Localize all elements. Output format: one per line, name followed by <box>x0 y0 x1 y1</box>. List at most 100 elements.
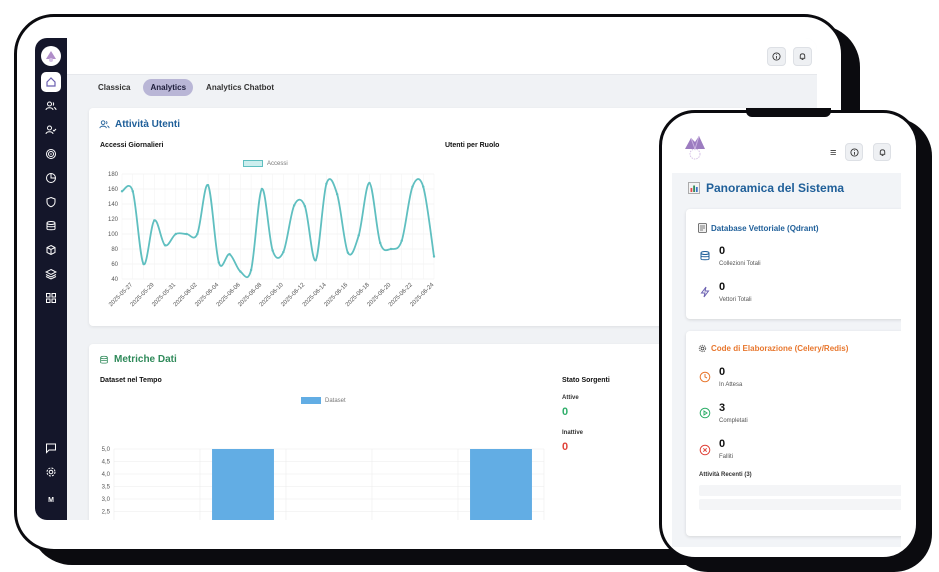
mobile-notifications-button[interactable] <box>873 143 891 161</box>
queues-card: Code di Elaborazione (Celery/Redis) 0 In… <box>686 331 901 536</box>
user-activity-title-text: Attività Utenti <box>115 119 180 130</box>
legend-swatch <box>301 397 321 404</box>
users-icon <box>99 120 110 129</box>
database-icon <box>700 251 710 261</box>
y-tick-label: 5,0 <box>102 447 111 453</box>
x-circle-icon <box>699 444 711 456</box>
daily-access-chart: 4060801001201401601802025-05-272025-05-2… <box>108 172 436 308</box>
data-point[interactable] <box>271 249 274 252</box>
y-tick-label: 120 <box>108 217 119 223</box>
data-point[interactable] <box>196 232 199 236</box>
data-point[interactable] <box>153 219 156 222</box>
home-icon <box>46 77 56 87</box>
sidebar-item-models[interactable] <box>41 240 61 260</box>
data-point[interactable] <box>185 232 188 236</box>
avatar[interactable]: M <box>48 496 54 504</box>
y-tick-label: 3,5 <box>102 485 111 491</box>
inactive-sources-label: Inattive <box>562 430 584 436</box>
bar[interactable] <box>470 449 532 520</box>
data-point[interactable] <box>249 268 253 272</box>
sidebar-item-security[interactable] <box>41 192 61 212</box>
data-point[interactable] <box>314 259 317 262</box>
system-overview-title-text: Panoramica del Sistema <box>706 181 845 195</box>
data-point[interactable] <box>174 232 177 236</box>
data-point[interactable] <box>292 204 296 207</box>
recent-activity-row[interactable] <box>699 499 901 510</box>
info-icon <box>849 147 859 157</box>
vectors-value: 0 <box>719 281 726 293</box>
data-point[interactable] <box>120 190 124 193</box>
sidebar-item-users[interactable] <box>41 96 61 116</box>
phone-notch <box>746 108 831 117</box>
data-point[interactable] <box>357 234 360 237</box>
bar-chart-icon <box>688 182 700 194</box>
users-icon <box>45 101 57 111</box>
sidebar-item-layers[interactable] <box>41 264 61 284</box>
topbar <box>67 38 817 75</box>
data-point[interactable] <box>389 247 393 251</box>
sidebar-item-home[interactable] <box>41 72 61 92</box>
sidebar-item-settings[interactable] <box>41 462 61 482</box>
data-point[interactable] <box>260 187 264 191</box>
sidebar-item-target[interactable] <box>41 144 61 164</box>
data-point[interactable] <box>379 241 382 245</box>
line-chart-legend: Accessi <box>243 160 288 167</box>
data-point[interactable] <box>368 181 371 185</box>
data-point[interactable] <box>131 190 134 193</box>
info-icon <box>772 52 781 61</box>
tab-analytics-chatbot[interactable]: Analytics Chatbot <box>206 82 275 92</box>
collections-value: 0 <box>719 245 726 257</box>
data-point[interactable] <box>282 250 285 254</box>
data-point[interactable] <box>400 239 403 242</box>
data-point[interactable] <box>346 251 350 254</box>
y-tick-label: 2,5 <box>102 510 111 516</box>
layers-icon <box>45 268 57 280</box>
hamburger-menu-icon[interactable]: ≡ <box>830 147 837 159</box>
phone-screen: ≡ Panoramica del Sistema Database Vettor… <box>672 127 901 547</box>
y-tick-label: 80 <box>111 247 118 253</box>
vector-db-title-text: Database Vettoriale (Qdrant) <box>711 223 819 233</box>
data-point[interactable] <box>217 261 221 264</box>
mobile-info-button[interactable] <box>845 143 863 161</box>
sidebar-item-user-check[interactable] <box>41 120 61 140</box>
bar[interactable] <box>212 449 274 520</box>
data-point[interactable] <box>163 244 167 247</box>
sidebar-item-reports[interactable] <box>41 168 61 188</box>
app-logo-icon[interactable] <box>682 133 708 161</box>
sidebar-item-chat[interactable] <box>41 438 61 458</box>
data-point[interactable] <box>411 185 414 188</box>
vector-db-title: Database Vettoriale (Qdrant) <box>698 223 819 233</box>
play-circle-icon <box>699 407 711 419</box>
active-sources-value: 0 <box>562 406 569 418</box>
database-icon <box>46 221 56 231</box>
target-icon <box>46 149 56 159</box>
settings-icon <box>46 467 56 477</box>
data-metrics-title-text: Metriche Dati <box>114 354 177 365</box>
tab-analytics[interactable]: Analytics <box>143 78 194 96</box>
data-point[interactable] <box>303 205 307 208</box>
message-icon <box>46 443 56 454</box>
user-activity-title: Attività Utenti <box>99 119 180 130</box>
data-point[interactable] <box>206 184 210 187</box>
y-tick-label: 160 <box>108 187 119 193</box>
recent-activity-row[interactable] <box>699 485 901 496</box>
sidebar-item-grid[interactable] <box>41 288 61 308</box>
users-by-role-title: Utenti per Ruolo <box>445 142 500 149</box>
tab-classic[interactable]: Classica <box>98 82 131 92</box>
data-point[interactable] <box>422 185 425 188</box>
legend-label: Accessi <box>267 160 288 167</box>
data-point[interactable] <box>142 262 145 266</box>
sidebar-item-database[interactable] <box>41 216 61 236</box>
data-point[interactable] <box>325 182 328 185</box>
completed-label: Completati <box>719 418 748 424</box>
grid-icon <box>46 293 56 303</box>
data-point[interactable] <box>335 193 339 196</box>
notifications-button[interactable] <box>793 47 812 66</box>
app-logo[interactable] <box>41 46 61 66</box>
data-point[interactable] <box>432 255 436 258</box>
data-point[interactable] <box>239 270 242 273</box>
pie-chart-icon <box>46 173 56 183</box>
info-button[interactable] <box>767 47 786 66</box>
data-point[interactable] <box>228 253 231 256</box>
